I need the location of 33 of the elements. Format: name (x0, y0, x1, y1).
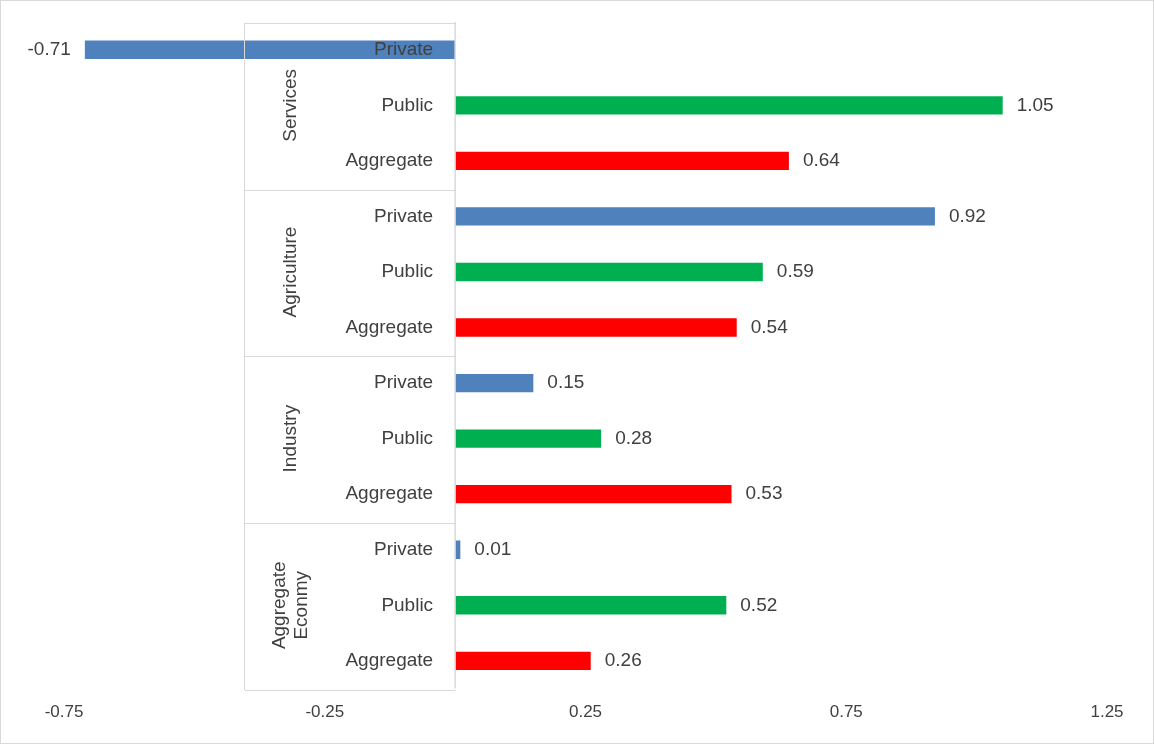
text: Private (373, 204, 434, 226)
data-label: 0.53 (745, 482, 783, 504)
text: Public (381, 260, 434, 282)
series-label: Public (381, 93, 434, 115)
text: Aggregate (345, 315, 434, 337)
data-label: 0.52 (740, 593, 778, 615)
x-tick-label: 1.25 (1090, 702, 1124, 722)
data-label: 0.28 (615, 426, 653, 448)
data-label: 0.26 (604, 649, 642, 671)
y-tick-label: Industry (279, 404, 301, 473)
data-label: 0.01 (474, 537, 512, 559)
series-label: Private (373, 38, 434, 60)
text: Aggregate (345, 649, 434, 671)
y-tick-label: Agriculture (279, 226, 301, 318)
text: Public (381, 426, 434, 448)
data-label: 0.64 (802, 149, 841, 171)
y-tick-label: Aggregate Econmy (268, 561, 312, 650)
x-tick-label: -0.25 (305, 702, 345, 722)
data-label: -0.71 (27, 38, 71, 60)
data-label: 1.05 (1016, 93, 1054, 115)
text: Public (381, 593, 434, 615)
text: Private (373, 371, 434, 393)
text: Private (373, 537, 434, 559)
series-label: Aggregate (345, 149, 434, 171)
x-tick-label: 0.25 (568, 702, 603, 722)
x-tick-label: 0.75 (829, 702, 863, 722)
data-label: 0.54 (750, 315, 789, 337)
data-label: 0.15 (547, 371, 585, 393)
data-label: 0.92 (948, 204, 986, 226)
x-tick-label: -0.75 (44, 702, 84, 722)
text: Aggregate (345, 482, 434, 504)
data-label: 0.59 (776, 260, 814, 282)
y-tick-label: Services (279, 68, 301, 142)
